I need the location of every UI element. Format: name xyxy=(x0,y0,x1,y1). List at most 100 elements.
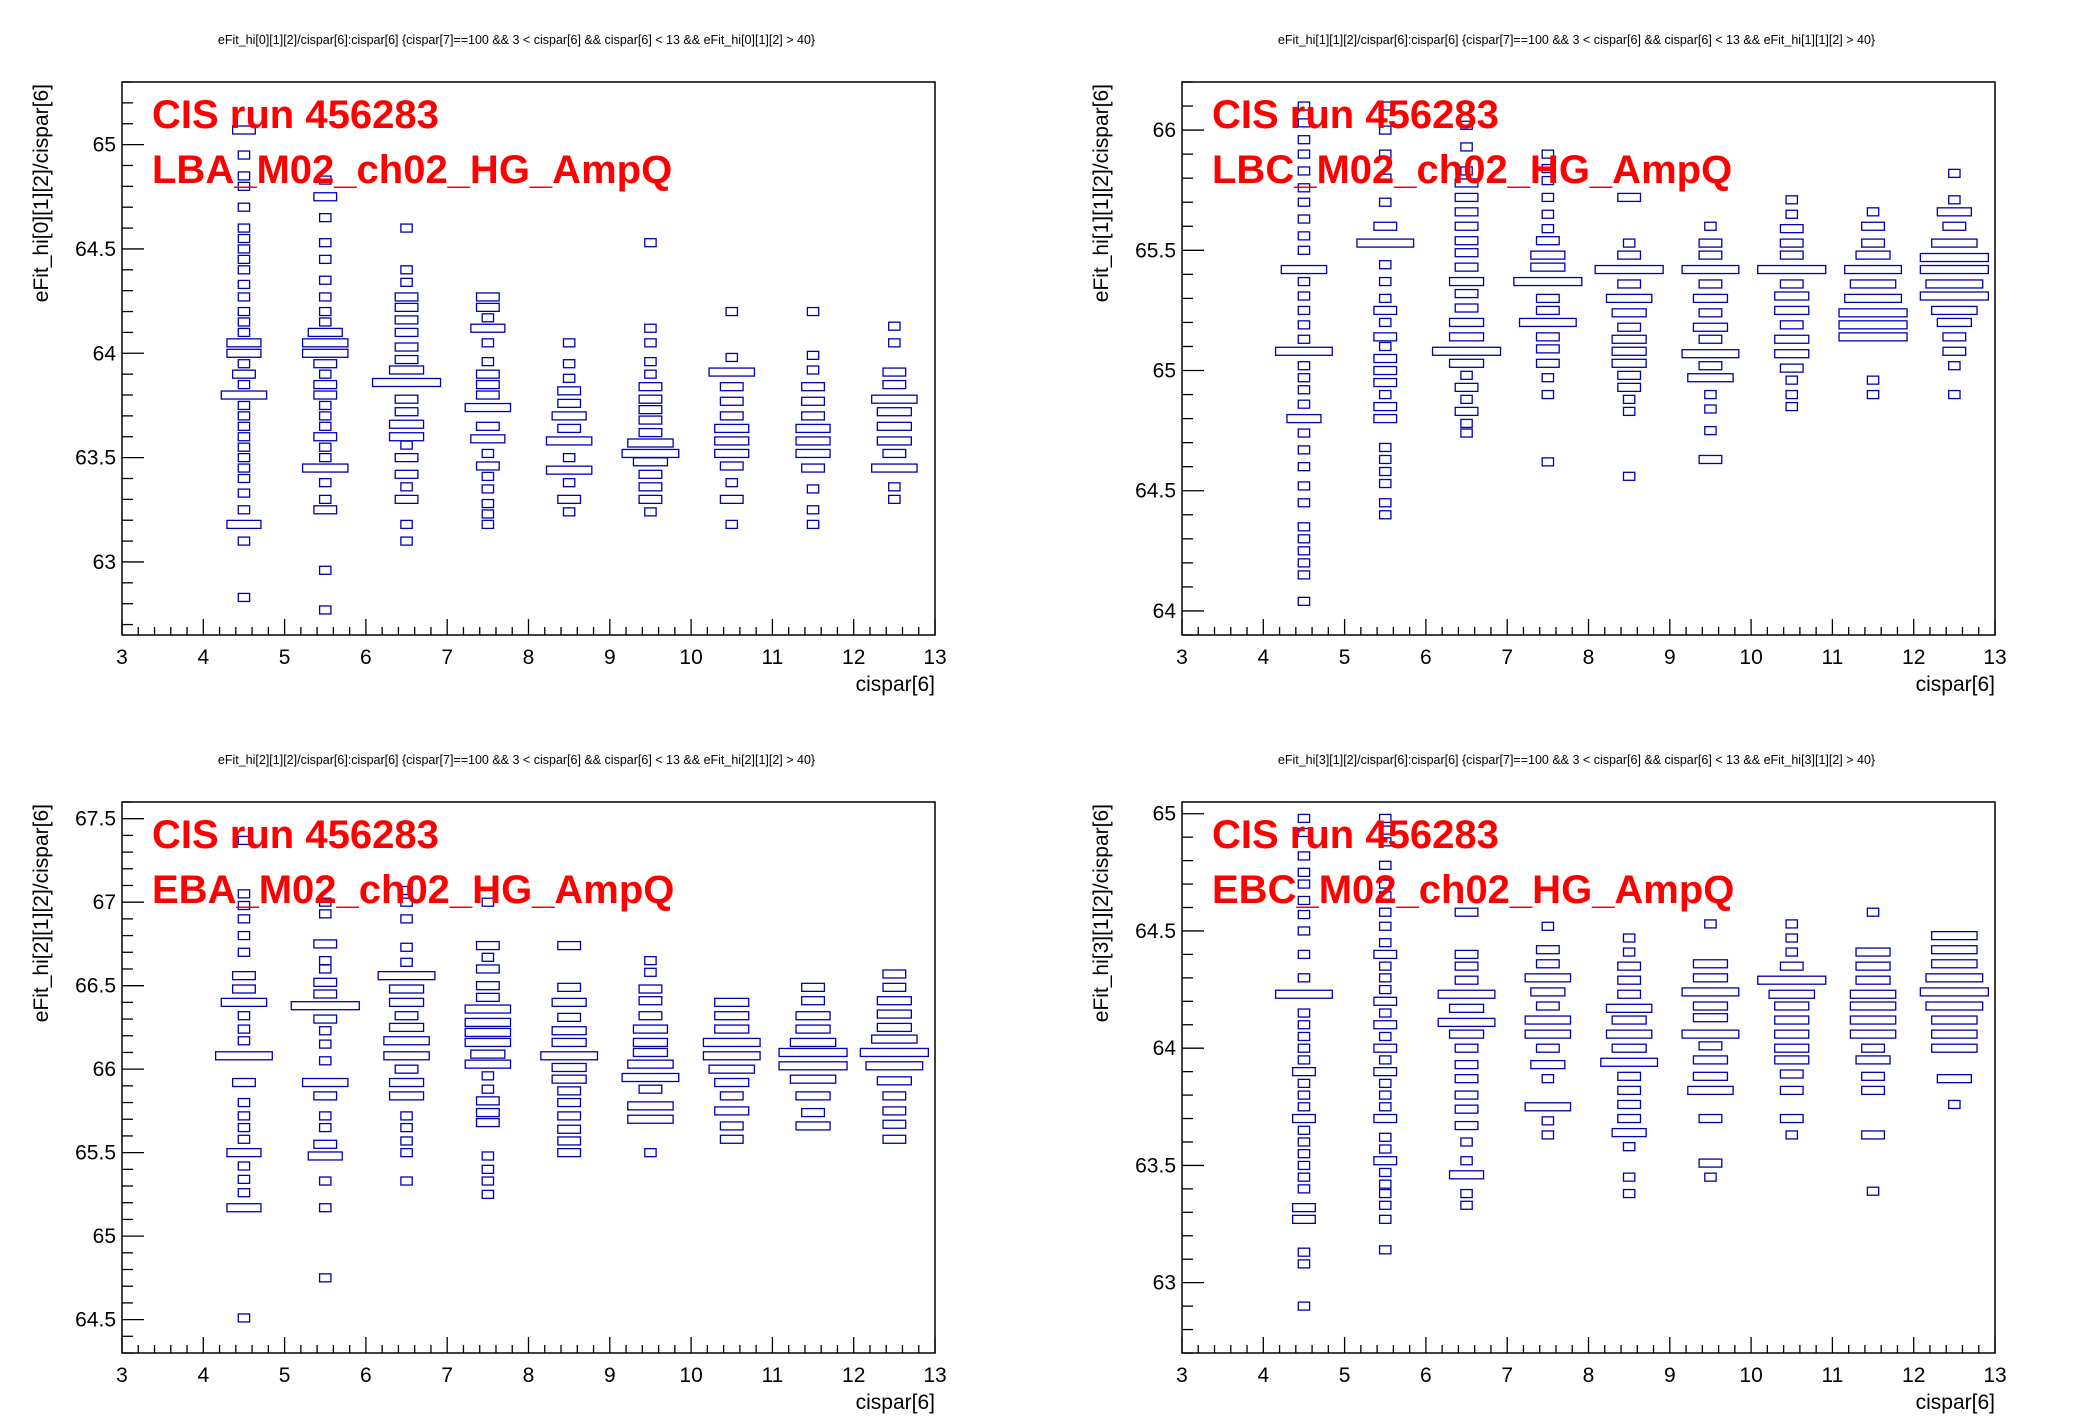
x-tick-label: 10 xyxy=(679,646,702,669)
data-box xyxy=(1378,466,1392,477)
data-box xyxy=(714,436,750,446)
data-box xyxy=(400,519,413,530)
data-box xyxy=(237,317,251,327)
data-box xyxy=(557,1012,582,1023)
data-box xyxy=(1535,1043,1560,1053)
data-box xyxy=(226,338,262,348)
data-box xyxy=(1460,1200,1473,1210)
data-box xyxy=(481,1164,495,1174)
data-box xyxy=(400,1136,413,1146)
x-tick-label: 4 xyxy=(197,1364,209,1387)
data-box xyxy=(318,317,332,327)
data-box xyxy=(1855,975,1891,985)
data-box xyxy=(801,1107,826,1118)
data-box xyxy=(394,452,419,463)
data-box xyxy=(632,457,669,467)
data-box xyxy=(795,436,831,446)
data-box xyxy=(1785,919,1799,929)
y-tick-label: 63 xyxy=(1153,1272,1176,1295)
data-box xyxy=(644,1147,657,1158)
data-box xyxy=(237,202,251,212)
x-tick-label: 6 xyxy=(1420,646,1432,669)
data-box xyxy=(237,150,251,160)
data-box xyxy=(237,223,251,233)
data-box xyxy=(318,909,332,919)
data-box xyxy=(1297,498,1311,508)
data-box xyxy=(237,488,251,498)
data-box xyxy=(562,359,576,369)
data-box xyxy=(1785,195,1799,205)
data-box xyxy=(1378,813,1392,824)
data-box xyxy=(1838,332,1908,342)
data-box xyxy=(1774,334,1810,344)
data-box xyxy=(806,484,820,494)
data-box xyxy=(1541,209,1555,219)
plot-title: eFit_hi[2][1][2]/cispar[6]:cispar[6] {ci… xyxy=(218,753,815,767)
data-box xyxy=(220,997,268,1008)
data-box xyxy=(313,379,338,390)
plot-title: eFit_hi[3][1][2]/cispar[6]:cispar[6] {ci… xyxy=(1278,753,1875,767)
data-box xyxy=(638,482,663,492)
data-box xyxy=(1931,305,1978,316)
data-box xyxy=(237,835,251,846)
data-box xyxy=(1919,252,1989,263)
data-box xyxy=(237,947,251,957)
data-box xyxy=(638,1084,663,1094)
x-tick-label: 13 xyxy=(1983,646,2006,669)
x-tick-label: 10 xyxy=(1739,646,1762,669)
data-box xyxy=(562,452,576,463)
data-box xyxy=(226,519,262,530)
data-box xyxy=(1373,353,1398,364)
data-box xyxy=(1297,373,1311,383)
y-tick-label: 67.5 xyxy=(75,808,116,831)
data-box xyxy=(1460,166,1473,176)
data-box xyxy=(632,1037,669,1048)
data-box xyxy=(1698,308,1723,318)
data-box xyxy=(318,254,332,265)
x-tick-label: 4 xyxy=(1257,1364,1269,1387)
data-box xyxy=(1866,207,1880,217)
data-box xyxy=(644,338,657,348)
x-tick-label: 6 xyxy=(1420,1364,1432,1387)
data-box xyxy=(388,1091,425,1101)
data-box xyxy=(1454,382,1479,393)
data-box xyxy=(481,498,495,509)
data-box xyxy=(1297,481,1311,491)
data-box xyxy=(1454,1059,1479,1070)
data-box xyxy=(644,356,657,367)
data-box xyxy=(237,233,251,244)
data-box xyxy=(1931,945,1978,955)
data-box xyxy=(481,1176,495,1186)
data-box xyxy=(1622,947,1636,957)
data-box xyxy=(237,359,251,369)
data-box xyxy=(1541,149,1555,159)
data-box xyxy=(1535,305,1560,316)
data-box xyxy=(1785,933,1799,943)
data-box xyxy=(1849,1029,1897,1039)
data-box xyxy=(1378,1102,1392,1112)
data-box xyxy=(318,494,332,505)
data-box xyxy=(1611,358,1647,368)
data-box xyxy=(1297,276,1311,287)
data-box xyxy=(400,1122,413,1133)
run-annotation: EBC_M02_ch02_HG_AmpQ xyxy=(1212,868,1734,912)
data-box xyxy=(1692,959,1729,969)
x-tick-label: 3 xyxy=(116,1364,128,1387)
data-box xyxy=(1844,293,1903,304)
data-box xyxy=(859,1047,929,1058)
data-box xyxy=(1297,1137,1311,1147)
data-box xyxy=(237,379,251,390)
data-box xyxy=(481,338,495,348)
data-box xyxy=(400,957,413,967)
data-box xyxy=(1518,317,1577,328)
data-box xyxy=(1378,498,1392,508)
data-box xyxy=(1942,346,1967,356)
data-box xyxy=(1448,358,1485,368)
data-box xyxy=(388,1077,425,1088)
x-tick-label: 10 xyxy=(1739,1364,1762,1387)
run-annotation: CIS run 456283 xyxy=(152,813,439,857)
data-box xyxy=(400,897,413,907)
data-box xyxy=(1687,373,1734,383)
data-box xyxy=(237,1036,251,1046)
